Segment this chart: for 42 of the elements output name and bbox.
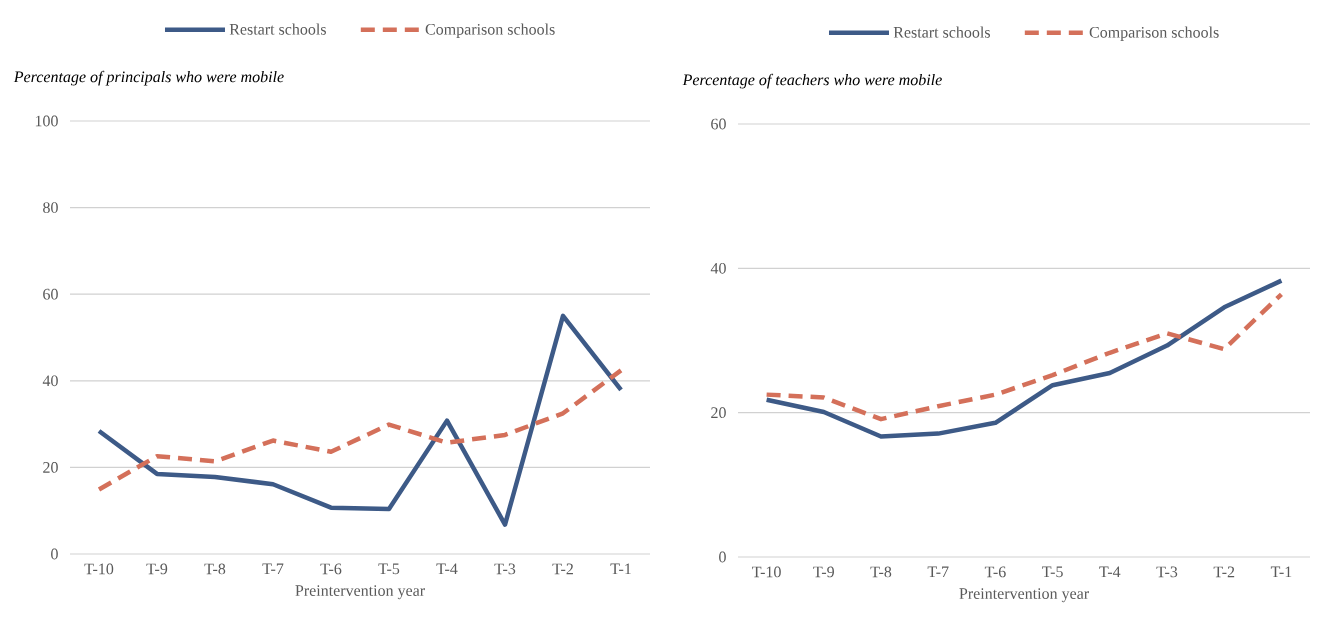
x-tick-label: T-8 [204, 563, 226, 575]
x-tick-label: T-4 [436, 563, 458, 575]
x-tick-label: T-2 [552, 563, 573, 575]
x-tick-label: T-3 [494, 563, 516, 575]
chart-title: Percentage of teachers who were mobile [682, 73, 942, 89]
x-axis-title: Preintervention year [295, 585, 425, 600]
x-tick-label: T-9 [146, 563, 168, 575]
x-tick-label: T-7 [262, 563, 284, 575]
y-tick-label: 60 [43, 288, 58, 300]
x-tick-label: T-1 [610, 563, 631, 575]
line-series [764, 292, 1284, 422]
x-tick-label: T-6 [984, 566, 1006, 578]
x-tick-label: T-5 [1042, 566, 1063, 578]
line-series [96, 368, 624, 492]
x-tick-label: T-9 [813, 566, 834, 578]
legend-label: Comparison schools [425, 23, 555, 38]
y-tick-label: 60 [711, 118, 726, 130]
x-tick-label: T-4 [1099, 566, 1121, 578]
x-tick-label: T-8 [870, 566, 892, 578]
line-series [764, 278, 1284, 439]
y-tick-label: 40 [42, 375, 58, 387]
legend-label: Restart schools [229, 23, 326, 35]
x-axis-title: Preintervention year [959, 588, 1089, 603]
x-tick-label: T-2 [1213, 566, 1235, 578]
y-tick-label: 0 [719, 551, 726, 563]
y-tick-label: 20 [711, 407, 726, 419]
x-tick-label: T-6 [320, 563, 342, 575]
x-tick-label: T-10 [752, 566, 781, 578]
line-series [96, 313, 624, 527]
y-tick-label: 20 [43, 462, 58, 473]
y-tick-label: 40 [710, 262, 726, 274]
x-tick-label: T-5 [378, 563, 400, 575]
x-tick-label: T-7 [927, 566, 949, 578]
legend-label: Comparison schools [1089, 26, 1219, 41]
y-tick-label: 0 [51, 548, 58, 560]
chart-title: Percentage of principals who were mobile [13, 70, 284, 86]
x-tick-label: T-10 [84, 563, 114, 575]
y-tick-label: 80 [43, 202, 58, 213]
x-tick-label: T-3 [1156, 566, 1178, 578]
legend-label: Restart schools [893, 26, 990, 38]
y-tick-label: 100 [35, 115, 58, 127]
x-tick-label: T-1 [1270, 566, 1292, 578]
